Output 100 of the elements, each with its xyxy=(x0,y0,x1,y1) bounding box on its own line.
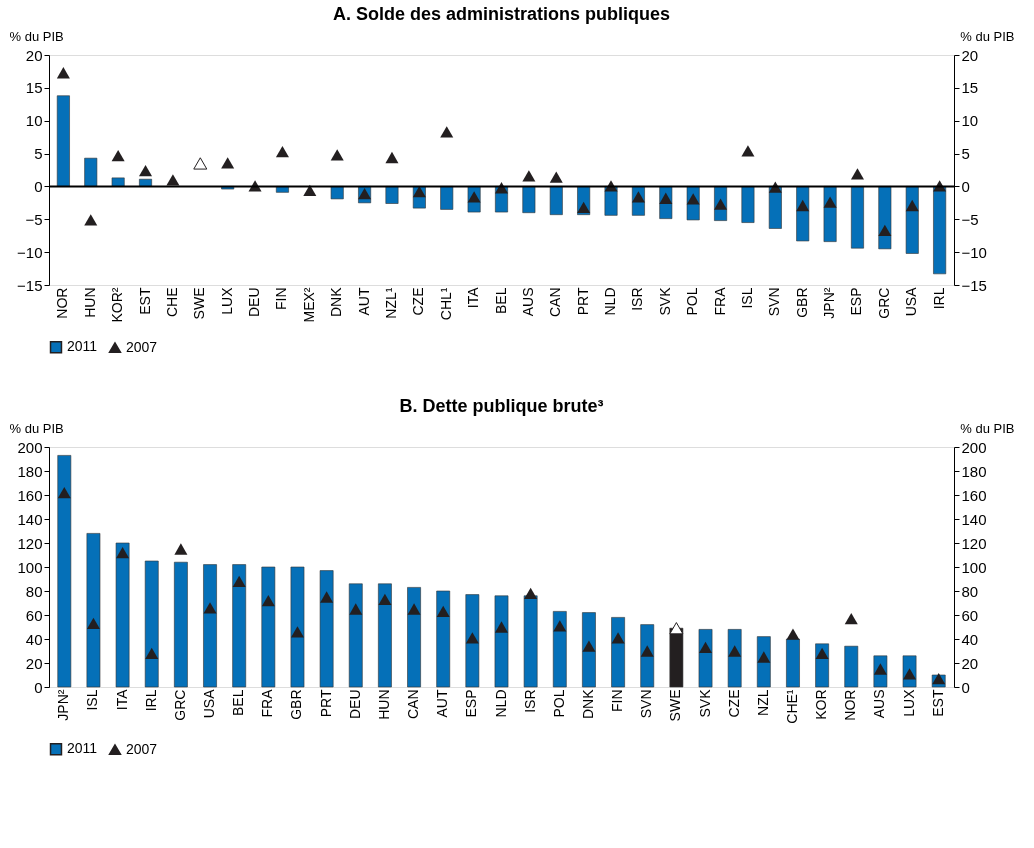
bar xyxy=(86,533,101,688)
bar xyxy=(494,595,509,688)
legend-label: 2011 xyxy=(67,338,98,355)
x-tick-label: JPN² xyxy=(821,287,838,319)
x-tick-label: BEL xyxy=(492,287,509,314)
x-tick-label: CHE xyxy=(163,287,180,318)
chart-title: A. Solde des administrations publiques xyxy=(332,4,671,24)
point xyxy=(57,486,71,499)
point xyxy=(193,157,208,170)
point xyxy=(440,126,454,138)
y-tick-label: 40 xyxy=(25,630,43,648)
point xyxy=(139,165,153,177)
x-tick-label: GRC xyxy=(171,689,188,721)
bar xyxy=(741,186,755,223)
y2-tick-label: 100 xyxy=(961,558,987,576)
x-tick-label: FIN xyxy=(273,287,290,311)
y-tick-label: 0 xyxy=(34,678,43,696)
y-tick-label: 140 xyxy=(17,510,43,528)
x-tick-label: NZL xyxy=(754,689,771,716)
x-tick-label: SWE xyxy=(191,287,208,320)
bar xyxy=(582,612,596,688)
point xyxy=(577,201,591,214)
point xyxy=(412,186,426,198)
x-tick-label: NLD xyxy=(492,689,509,718)
y-tick-label: 200 xyxy=(17,438,43,456)
bar xyxy=(549,186,563,215)
x-tick-label: GBR xyxy=(288,689,305,720)
bar xyxy=(436,590,451,688)
y2-axis-title: % du PIB xyxy=(960,420,1015,436)
x-tick-label: FRA xyxy=(711,286,728,316)
y2-tick-label: 160 xyxy=(961,486,987,504)
bar xyxy=(84,157,98,187)
x-tick-label: GBR xyxy=(793,287,810,318)
point xyxy=(823,196,837,208)
point xyxy=(741,145,755,157)
point xyxy=(786,628,800,640)
x-tick-label: FIN xyxy=(609,689,626,713)
x-tick-label: DNK xyxy=(579,688,596,720)
x-tick-label: CZE xyxy=(410,287,427,316)
point xyxy=(303,184,317,197)
x-tick-label: SVN xyxy=(766,287,783,317)
x-tick-label: CAN xyxy=(405,689,422,720)
point xyxy=(174,543,188,555)
bar xyxy=(851,186,864,249)
bar xyxy=(174,561,188,688)
point xyxy=(84,214,98,226)
x-tick-label: POL xyxy=(684,287,701,316)
x-tick-label: DNK xyxy=(328,286,345,318)
point xyxy=(467,191,481,203)
x-tick-label: ISL xyxy=(738,287,755,309)
y-tick-label: 20 xyxy=(25,654,43,672)
y-tick-label: 5 xyxy=(34,145,43,163)
x-tick-label: EST xyxy=(136,287,153,315)
point xyxy=(522,170,536,182)
bar xyxy=(786,638,800,688)
x-tick-label: ISR xyxy=(629,287,646,311)
y2-tick-label: −10 xyxy=(961,243,987,261)
point xyxy=(56,67,70,79)
x-tick-label: HUN xyxy=(375,689,392,720)
bar xyxy=(56,95,70,187)
point xyxy=(878,224,892,237)
point xyxy=(844,612,858,625)
y2-tick-label: 0 xyxy=(961,177,970,195)
x-tick-label: ISR xyxy=(521,689,538,713)
y-tick-label: 15 xyxy=(25,79,43,97)
point xyxy=(553,620,567,632)
point xyxy=(436,605,450,618)
y-tick-label: 10 xyxy=(25,112,43,130)
point xyxy=(611,632,625,644)
x-tick-label: PRT xyxy=(574,287,591,316)
point xyxy=(640,645,654,657)
bar xyxy=(115,542,130,688)
bar xyxy=(698,629,713,688)
y2-tick-label: 40 xyxy=(961,630,979,648)
bar xyxy=(465,594,480,688)
bar xyxy=(385,186,399,204)
y-tick-label: 0 xyxy=(34,177,43,195)
x-tick-label: IRL xyxy=(930,287,947,310)
x-tick-label: CHE¹ xyxy=(783,689,800,724)
y2-tick-label: 15 xyxy=(961,79,979,97)
x-tick-label: NOR xyxy=(54,287,71,319)
y2-tick-label: 120 xyxy=(961,534,987,552)
point xyxy=(86,617,100,630)
x-tick-label: NOR xyxy=(842,689,859,721)
x-tick-label: SVN xyxy=(638,689,655,719)
bar xyxy=(144,560,159,688)
x-tick-label: ITA xyxy=(113,688,130,711)
x-tick-label: ESP xyxy=(463,689,480,718)
y-tick-label: −10 xyxy=(17,243,43,261)
bar xyxy=(522,186,536,214)
y-tick-label: 160 xyxy=(17,486,43,504)
x-tick-label: LUX xyxy=(900,688,917,717)
point xyxy=(796,199,810,212)
x-tick-label: LUX xyxy=(218,286,235,315)
point xyxy=(145,647,159,660)
x-tick-label: CHL¹ xyxy=(437,287,454,321)
x-tick-label: BEL xyxy=(230,689,247,716)
point xyxy=(524,587,538,600)
x-tick-label: PRT xyxy=(317,689,334,718)
point xyxy=(815,647,829,660)
